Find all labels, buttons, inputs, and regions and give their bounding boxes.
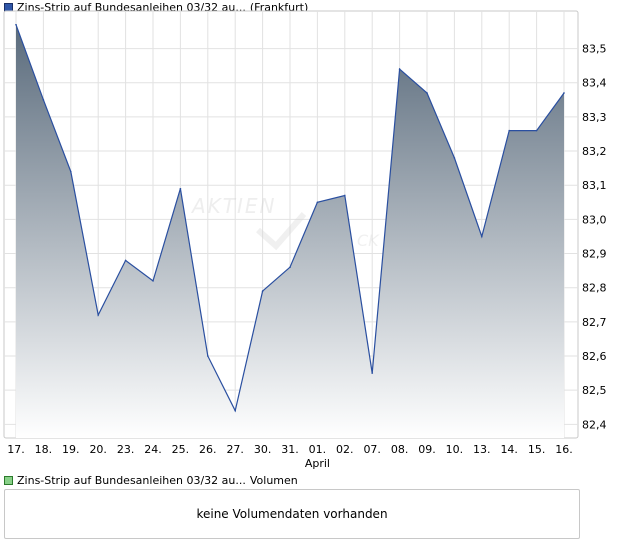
data-point bbox=[371, 372, 374, 374]
price-legend-exchange: (Frankfurt) bbox=[249, 0, 309, 14]
x-tick-label: 26. bbox=[199, 443, 217, 456]
price-chart: AKTIEN CK 82,4 82,5 82,6 82,7 82,8 82,9 83,0 83… bbox=[3, 10, 607, 470]
svg-text:CK: CK bbox=[357, 231, 380, 250]
x-tick-label: 19. bbox=[62, 443, 80, 456]
x-tick-label: 08. bbox=[391, 443, 409, 456]
x-tick-label: 27. bbox=[226, 443, 244, 456]
x-tick-label: 13. bbox=[473, 443, 491, 456]
data-point bbox=[179, 187, 182, 190]
data-point bbox=[289, 266, 291, 269]
x-tick-label: 31. bbox=[281, 443, 299, 456]
data-point bbox=[481, 235, 483, 238]
volume-empty-message: keine Volumendaten vorhanden bbox=[196, 507, 388, 521]
data-point bbox=[508, 129, 511, 132]
x-tick-label: 09. bbox=[418, 443, 436, 456]
data-point bbox=[453, 157, 456, 159]
data-point bbox=[398, 68, 401, 70]
x-tick-label: 23. bbox=[117, 443, 135, 456]
x-tick-label: 17. bbox=[7, 443, 25, 456]
data-point bbox=[15, 23, 17, 26]
data-point bbox=[124, 259, 127, 262]
x-axis-labels: 17. 18. 19. 20. 23. 24. 25. 26. 27. 30. 31. 01.Apri… bbox=[7, 443, 573, 470]
y-tick-label: 82,7 bbox=[582, 316, 607, 329]
x-tick-label: 20. bbox=[89, 443, 107, 456]
data-point bbox=[70, 170, 72, 173]
y-tick-label: 82,8 bbox=[582, 282, 607, 295]
x-tick-label: 25. bbox=[172, 443, 190, 456]
y-tick-label: 83,5 bbox=[582, 43, 607, 56]
volume-legend-label: Zins-Strip auf Bundesanleihen 03/32 au..… bbox=[17, 473, 246, 487]
y-axis-labels: 82,4 82,5 82,6 82,7 82,8 82,9 83,0 83,1 83,2 83,3… bbox=[582, 43, 607, 432]
month-label: April bbox=[305, 457, 330, 470]
data-point bbox=[426, 92, 428, 94]
y-tick-label: 82,5 bbox=[582, 384, 607, 397]
y-tick-label: 82,4 bbox=[582, 418, 607, 431]
x-tick-label: 16. bbox=[555, 443, 573, 456]
price-legend-label: Zins-Strip auf Bundesanleihen 03/32 au..… bbox=[17, 0, 246, 14]
x-tick-label: 07. bbox=[363, 443, 381, 456]
data-point bbox=[234, 409, 236, 412]
data-point bbox=[207, 355, 209, 357]
volume-legend-suffix: Volumen bbox=[249, 473, 298, 487]
watermark-logo: AKTIEN CK bbox=[190, 194, 380, 251]
data-point bbox=[563, 92, 565, 94]
price-area bbox=[16, 24, 564, 438]
x-tick-label: 02. bbox=[336, 443, 354, 456]
x-tick-label: 10. bbox=[446, 443, 464, 456]
x-tick-label: 24. bbox=[144, 443, 162, 456]
x-tick-label: 15. bbox=[528, 443, 546, 456]
data-point bbox=[535, 129, 538, 132]
y-tick-label: 82,9 bbox=[582, 248, 607, 261]
data-point bbox=[316, 201, 319, 204]
data-point bbox=[344, 194, 346, 197]
y-tick-label: 83,0 bbox=[582, 213, 607, 226]
y-tick-label: 83,2 bbox=[582, 145, 607, 158]
volume-legend: Zins-Strip auf Bundesanleihen 03/32 au..… bbox=[4, 473, 298, 487]
svg-text:AKTIEN: AKTIEN bbox=[190, 194, 277, 218]
data-point bbox=[97, 314, 99, 316]
x-tick-label: 14. bbox=[500, 443, 518, 456]
y-tick-label: 83,4 bbox=[582, 77, 607, 90]
data-points bbox=[15, 23, 565, 412]
y-tick-label: 83,1 bbox=[582, 179, 607, 192]
x-tick-label: 18. bbox=[35, 443, 53, 456]
y-tick-label: 82,6 bbox=[582, 350, 607, 363]
data-point bbox=[152, 280, 154, 282]
data-point bbox=[261, 290, 264, 292]
volume-panel: keine Volumendaten vorhanden bbox=[4, 489, 580, 539]
data-point bbox=[42, 99, 45, 101]
y-tick-label: 83,3 bbox=[582, 111, 607, 124]
price-legend: Zins-Strip auf Bundesanleihen 03/32 au..… bbox=[4, 0, 308, 14]
x-tick-label: 30. bbox=[254, 443, 272, 456]
volume-legend-swatch bbox=[4, 475, 13, 485]
x-tick-label: 01. bbox=[309, 443, 327, 456]
